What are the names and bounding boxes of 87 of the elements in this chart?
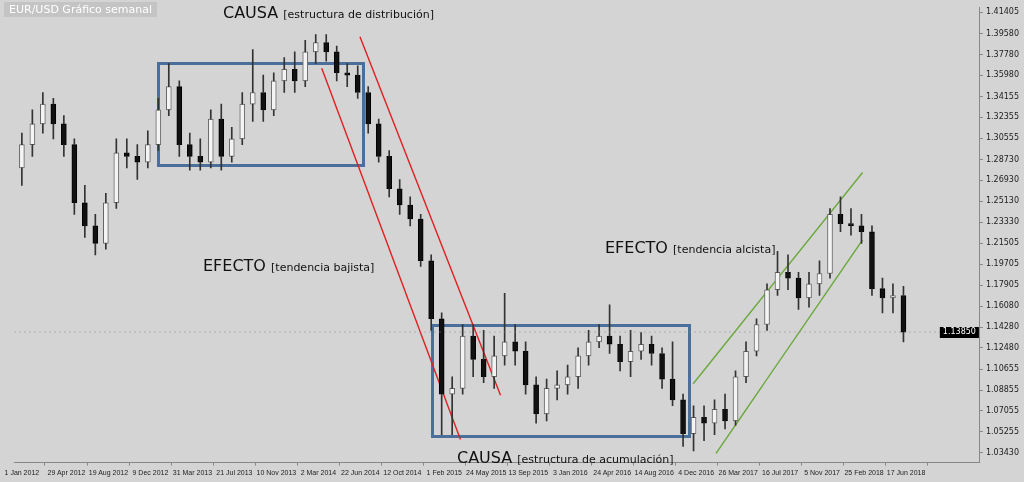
candlestick [176,80,183,157]
y-tick-label: 1.26930 [985,175,1020,185]
y-tick-label: 1.25130 [985,196,1020,206]
candlestick [827,208,833,279]
candlestick [134,144,141,180]
y-tick-label: 1.07055 [985,405,1020,415]
candlestick [260,74,267,122]
y-tick-label: 1.14280 [985,322,1020,332]
candlestick [365,86,372,134]
candlestick [228,126,235,163]
candlestick [291,51,298,93]
candlestick [103,193,109,250]
candlestick [890,283,896,314]
chart-title: EUR/USD Gráfico semanal [4,2,158,17]
y-tick-label: 1.28730 [985,154,1020,164]
candlestick [333,45,340,82]
candlestick [512,324,518,366]
y-tick-label: 1.32355 [985,112,1020,122]
y-tick-label: 1.08855 [985,385,1020,395]
candlestick [165,63,172,117]
y-tick-label: 1.35980 [985,70,1020,80]
candlestick [848,208,854,236]
candlestick [312,34,319,64]
annotation: CAUSA [estructura de distribución] [223,3,434,22]
y-tick-label: 1.10655 [985,364,1020,374]
candlestick [344,63,351,88]
candlestick [438,312,445,436]
candlestick [743,341,749,383]
candlestick [638,332,644,360]
candlestick [680,393,686,447]
y-tick-label: 1.19705 [985,259,1020,269]
candlestick [869,225,875,296]
candlestick [19,132,25,186]
y-tick-label: 1.23330 [985,217,1020,227]
candlestick [396,179,403,215]
candlestick [61,115,67,157]
candlestick [554,370,560,401]
candlestick [323,34,330,62]
y-tick-label: 1.16080 [985,301,1020,311]
candlestick [113,138,120,209]
candlestick [617,335,623,372]
candlestick [218,103,225,171]
candlestick [197,138,204,171]
y-tick-label: 1.03430 [985,448,1020,458]
candlestick [407,196,414,227]
candlestick [123,138,130,169]
candlestick [186,132,193,171]
annotation: EFECTO [tendencia bajista] [203,256,375,275]
y-tick-label: 1.34155 [985,91,1020,101]
candlestick [207,109,214,169]
candlestick [249,49,256,122]
candlestick [144,130,151,169]
y-tick-label: 1.41405 [985,7,1020,17]
ref-line-label: 1.13850 [942,327,976,337]
y-tick-label: 1.05255 [985,426,1020,436]
candlestick [470,324,476,378]
candlestick [806,272,812,308]
annotation: EFECTO [tendencia alcista] [605,238,776,257]
candlestick [533,376,539,424]
candlestick [239,92,246,146]
y-tick-label: 1.17905 [985,280,1020,290]
y-tick-label: 1.21505 [985,238,1020,248]
annotation: CAUSA [estructura de acumulación] [457,448,674,467]
candlestick [155,97,162,151]
candlestick [302,39,309,88]
candlestick [491,335,497,389]
candlestick [386,150,393,198]
candlestick [659,347,665,389]
y-tick-label: 1.12480 [985,343,1020,353]
candlestick [354,65,361,99]
candlestick [449,376,455,436]
y-tick-label: 1.37780 [985,49,1020,59]
candlestick [785,254,791,291]
y-tick-label: 1.30555 [985,133,1020,143]
candlestick [575,347,581,389]
candlestick [40,92,46,134]
candlestick [270,72,277,117]
y-tick-label: 1.39580 [985,28,1020,38]
candlestick [722,393,728,430]
candlestick [375,118,382,163]
candlestick [428,254,435,331]
candlestick [281,57,288,93]
candlestick [596,324,602,349]
candlestick [764,283,770,331]
candlestick [82,184,88,238]
candlestick [701,405,707,441]
candlestick [417,213,424,267]
